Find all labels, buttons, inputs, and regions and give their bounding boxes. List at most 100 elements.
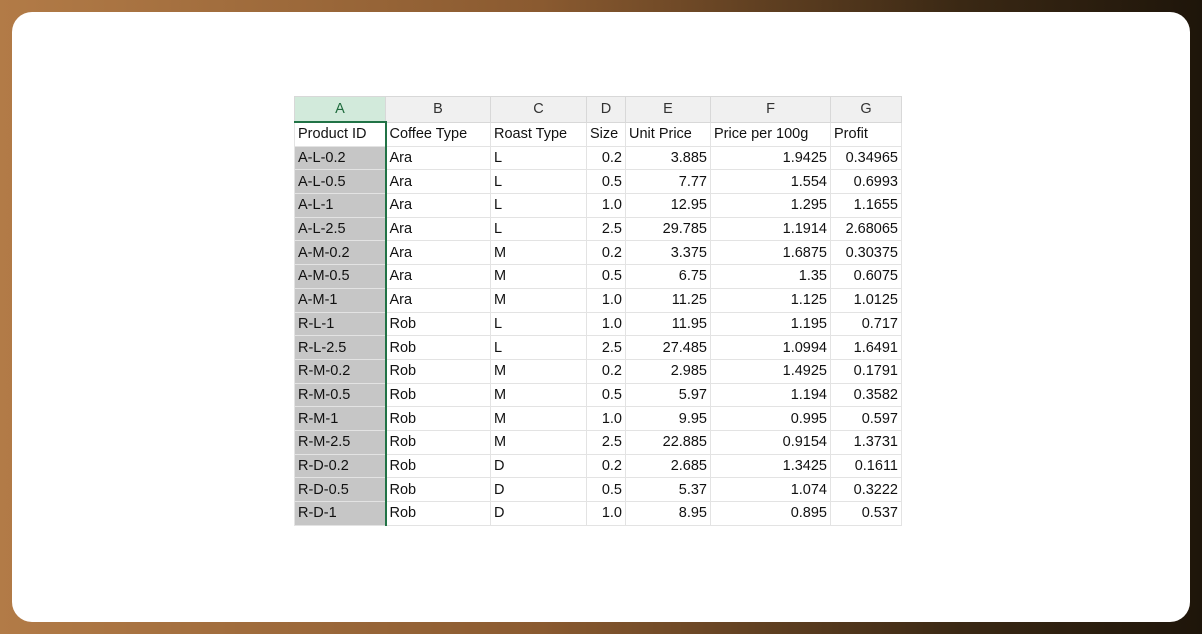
cell[interactable]: 1.6875 xyxy=(710,240,831,266)
cell[interactable]: 0.2 xyxy=(586,145,626,171)
header-cell[interactable]: Product ID xyxy=(294,121,387,147)
cell[interactable]: 1.3731 xyxy=(830,429,902,455)
column-header-b[interactable]: B xyxy=(385,96,491,123)
cell[interactable]: 1.125 xyxy=(710,287,831,313)
cell[interactable]: L xyxy=(490,311,587,337)
cell[interactable]: 0.6993 xyxy=(830,169,902,195)
cell[interactable]: 1.194 xyxy=(710,382,831,408)
cell[interactable]: Rob xyxy=(385,477,491,502)
cell[interactable]: A-M-0.5 xyxy=(294,264,387,289)
cell[interactable]: 0.5 xyxy=(586,382,626,408)
column-header-f[interactable]: F xyxy=(710,96,831,123)
cell[interactable]: 1.074 xyxy=(710,477,831,502)
cell[interactable]: Ara xyxy=(385,240,491,266)
cell[interactable]: 1.1914 xyxy=(710,216,831,242)
header-cell[interactable]: Size xyxy=(586,121,626,147)
cell[interactable]: Rob xyxy=(385,406,491,431)
cell[interactable]: R-M-1 xyxy=(294,406,387,431)
cell[interactable]: Ara xyxy=(385,264,491,289)
cell[interactable]: 1.9425 xyxy=(710,145,831,171)
cell[interactable]: R-L-2.5 xyxy=(294,335,387,360)
cell[interactable]: 0.717 xyxy=(830,311,902,337)
cell[interactable]: R-M-0.2 xyxy=(294,358,387,384)
header-cell[interactable]: Unit Price xyxy=(625,121,711,147)
cell[interactable]: 0.1611 xyxy=(830,453,902,479)
cell[interactable]: 0.1791 xyxy=(830,358,902,384)
cell[interactable]: R-D-0.2 xyxy=(294,453,387,479)
cell[interactable]: Ara xyxy=(385,287,491,313)
cell[interactable]: Rob xyxy=(385,311,491,337)
cell[interactable]: M xyxy=(490,382,587,408)
cell[interactable]: 12.95 xyxy=(625,193,711,218)
cell[interactable]: 2.5 xyxy=(586,429,626,455)
cell[interactable]: 1.0125 xyxy=(830,287,902,313)
cell[interactable]: A-M-1 xyxy=(294,287,387,313)
cell[interactable]: L xyxy=(490,169,587,195)
cell[interactable]: Rob xyxy=(385,453,491,479)
cell[interactable]: 0.34965 xyxy=(830,145,902,171)
cell[interactable]: 0.995 xyxy=(710,406,831,431)
cell[interactable]: 3.375 xyxy=(625,240,711,266)
cell[interactable]: 0.537 xyxy=(830,501,902,526)
cell[interactable]: R-M-0.5 xyxy=(294,382,387,408)
cell[interactable]: 1.6491 xyxy=(830,335,902,360)
column-header-c[interactable]: C xyxy=(490,96,587,123)
cell[interactable]: 1.35 xyxy=(710,264,831,289)
cell[interactable]: M xyxy=(490,429,587,455)
cell[interactable]: 1.3425 xyxy=(710,453,831,479)
cell[interactable]: 1.0 xyxy=(586,501,626,526)
cell[interactable]: 6.75 xyxy=(625,264,711,289)
cell[interactable]: D xyxy=(490,453,587,479)
cell[interactable]: Rob xyxy=(385,501,491,526)
cell[interactable]: 27.485 xyxy=(625,335,711,360)
cell[interactable]: 5.37 xyxy=(625,477,711,502)
cell[interactable]: A-M-0.2 xyxy=(294,240,387,266)
cell[interactable]: D xyxy=(490,477,587,502)
cell[interactable]: 2.5 xyxy=(586,216,626,242)
cell[interactable]: 0.895 xyxy=(710,501,831,526)
cell[interactable]: 3.885 xyxy=(625,145,711,171)
column-header-g[interactable]: G xyxy=(830,96,902,123)
cell[interactable]: 0.3582 xyxy=(830,382,902,408)
cell[interactable]: 0.6075 xyxy=(830,264,902,289)
cell[interactable]: A-L-0.2 xyxy=(294,145,387,171)
cell[interactable]: Ara xyxy=(385,193,491,218)
cell[interactable]: M xyxy=(490,358,587,384)
cell[interactable]: 0.5 xyxy=(586,264,626,289)
header-cell[interactable]: Price per 100g xyxy=(710,121,831,147)
column-header-d[interactable]: D xyxy=(586,96,626,123)
column-header-a[interactable]: A xyxy=(294,96,386,123)
header-cell[interactable]: Roast Type xyxy=(490,121,587,147)
cell[interactable]: 11.95 xyxy=(625,311,711,337)
cell[interactable]: 0.2 xyxy=(586,240,626,266)
cell[interactable]: Ara xyxy=(385,145,491,171)
cell[interactable]: 11.25 xyxy=(625,287,711,313)
cell[interactable]: 5.97 xyxy=(625,382,711,408)
cell[interactable]: 0.9154 xyxy=(710,429,831,455)
cell[interactable]: 1.0 xyxy=(586,406,626,431)
cell[interactable]: Rob xyxy=(385,429,491,455)
cell[interactable]: 29.785 xyxy=(625,216,711,242)
cell[interactable]: Rob xyxy=(385,382,491,408)
cell[interactable]: R-D-1 xyxy=(294,501,387,526)
cell[interactable]: 1.4925 xyxy=(710,358,831,384)
cell[interactable]: R-M-2.5 xyxy=(294,429,387,455)
cell[interactable]: 1.195 xyxy=(710,311,831,337)
cell[interactable]: 0.5 xyxy=(586,169,626,195)
cell[interactable]: 0.5 xyxy=(586,477,626,502)
cell[interactable]: 0.2 xyxy=(586,358,626,384)
cell[interactable]: 2.5 xyxy=(586,335,626,360)
cell[interactable]: 7.77 xyxy=(625,169,711,195)
cell[interactable]: 1.554 xyxy=(710,169,831,195)
cell[interactable]: 1.0 xyxy=(586,311,626,337)
cell[interactable]: R-D-0.5 xyxy=(294,477,387,502)
cell[interactable]: 1.0 xyxy=(586,287,626,313)
cell[interactable]: 0.3222 xyxy=(830,477,902,502)
cell[interactable]: A-L-1 xyxy=(294,193,387,218)
cell[interactable]: M xyxy=(490,287,587,313)
cell[interactable]: 0.2 xyxy=(586,453,626,479)
cell[interactable]: Rob xyxy=(385,335,491,360)
cell[interactable]: 22.885 xyxy=(625,429,711,455)
cell[interactable]: R-L-1 xyxy=(294,311,387,337)
column-header-e[interactable]: E xyxy=(625,96,711,123)
